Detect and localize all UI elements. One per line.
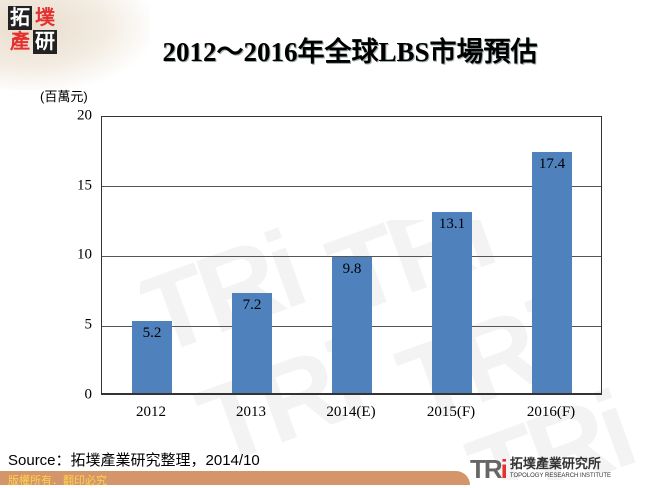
logo-char-4: 研: [33, 29, 57, 54]
logo-char-2: 墣: [35, 5, 55, 29]
logo-char-1: 拓: [8, 5, 32, 30]
bar-value-label: 9.8: [342, 261, 362, 277]
logo-char-3: 產: [10, 29, 30, 53]
tri-mark-tr: TR: [470, 453, 503, 484]
chart-title: 2012～2016年全球LBS市場預估: [162, 37, 538, 67]
y-tick-20: 20: [77, 107, 92, 124]
x-tick-2012: 2012: [136, 404, 166, 420]
y-tick-10: 10: [77, 246, 92, 263]
y-tick-15: 15: [77, 177, 92, 194]
bar-value-label: 13.1: [438, 216, 466, 232]
plot-area: 5.2 7.2 9.8 13.1 17.4: [101, 116, 602, 395]
brand-name-en: TOPOLOGY RESEARCH INSTITUTE: [509, 473, 612, 479]
gridline-10: [102, 256, 601, 257]
bar-value-label: 7.2: [242, 297, 262, 313]
tri-logo-text: 拓墣產業研究所 TOPOLOGY RESEARCH INSTITUTE: [510, 458, 611, 480]
footer-bar: [0, 471, 470, 485]
x-tick-2013: 2013: [236, 404, 266, 420]
copyright-text: 版權所有．翻印必究: [8, 474, 107, 487]
bar-2013: 7.2: [232, 293, 272, 393]
bar-value-label: 17.4: [538, 156, 566, 172]
y-tick-0: 0: [84, 386, 93, 403]
bar-2015(F): 13.1: [432, 212, 472, 393]
brand-name-cn: 拓墣產業研究所: [509, 457, 601, 472]
tri-footer-logo: TRi 拓墣產業研究所 TOPOLOGY RESEARCH INSTITUTE: [470, 453, 611, 485]
y-axis-unit-label: (百萬元): [40, 89, 88, 104]
bar-2016(F): 17.4: [532, 152, 572, 393]
tri-mark-i: i: [500, 453, 508, 484]
source-note: Source：拓墣產業研究整理，2014/10: [8, 452, 260, 469]
tri-corner-logo: 拓 墣 產 研: [8, 6, 58, 54]
gridline-15: [102, 186, 601, 187]
y-tick-5: 5: [84, 316, 93, 333]
x-tick-2015: 2015(F): [426, 404, 476, 420]
bar-value-label: 5.2: [142, 325, 162, 341]
x-tick-2016: 2016(F): [526, 404, 576, 420]
tri-logo-mark: TRi: [470, 453, 508, 485]
x-tick-2014: 2014(E): [326, 404, 376, 420]
bar-2012: 5.2: [132, 321, 172, 393]
bar-2014(E): 9.8: [332, 257, 372, 393]
